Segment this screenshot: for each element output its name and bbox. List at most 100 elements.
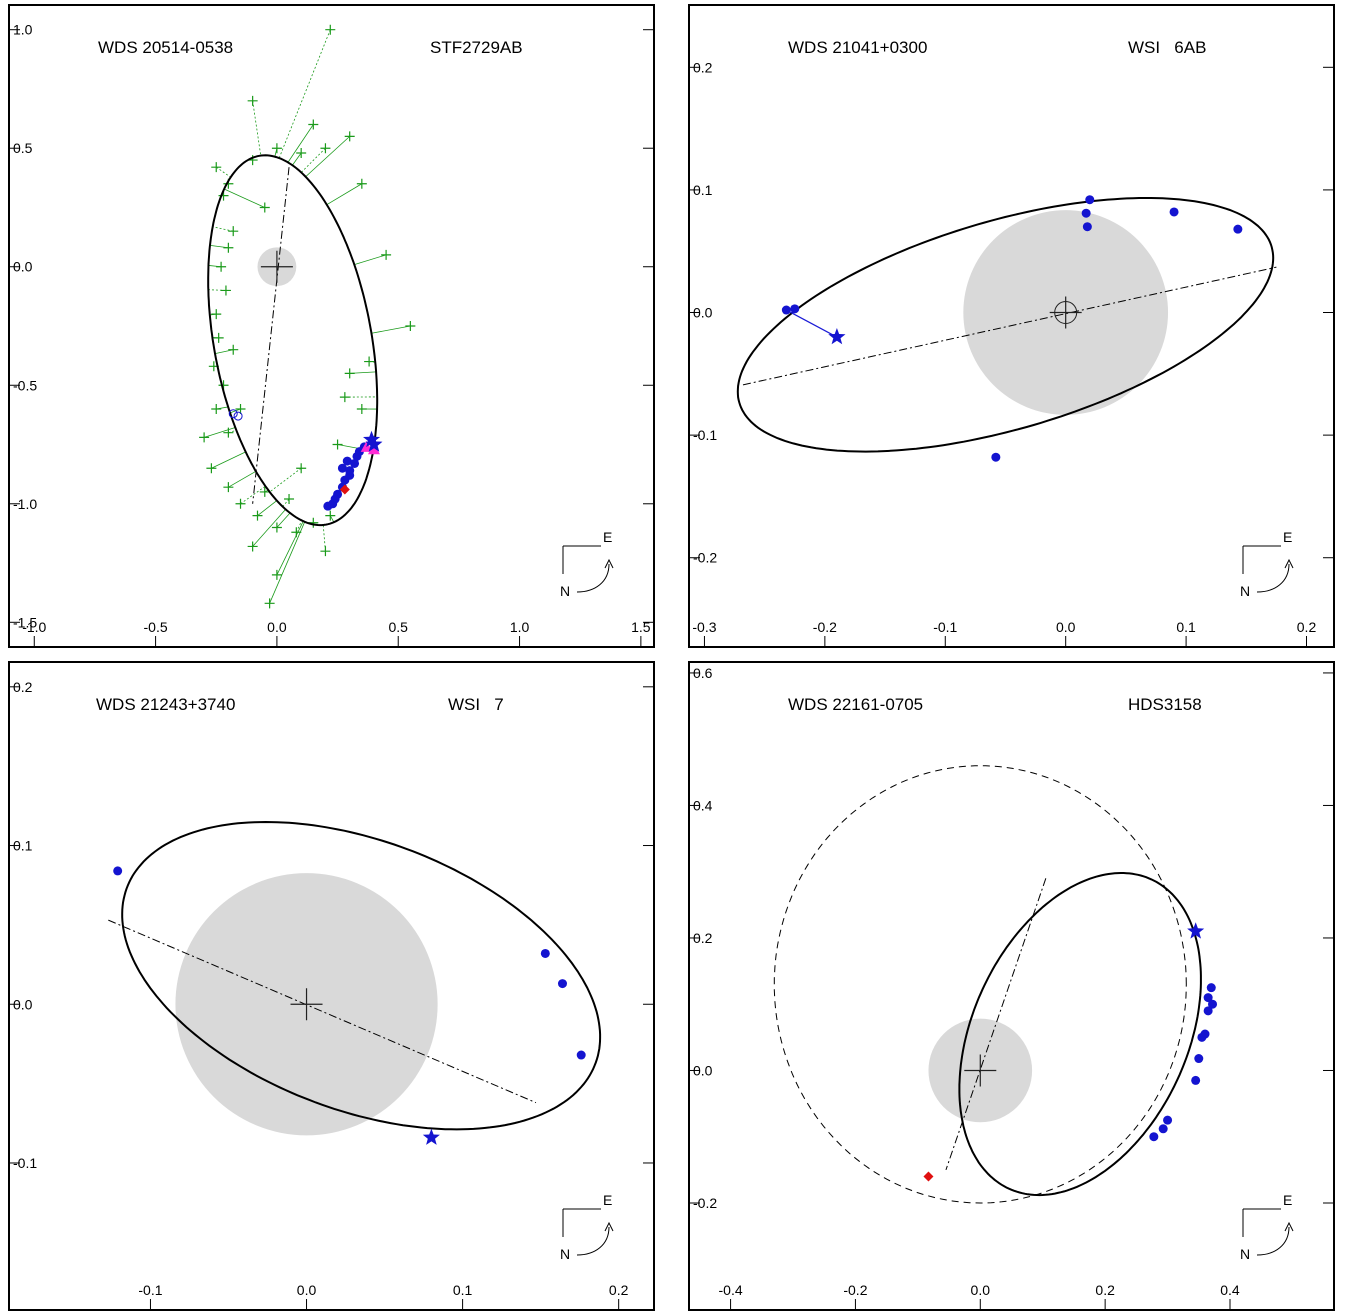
x-tick-label: -0.2 [843, 1282, 867, 1298]
speckle-point [558, 979, 567, 988]
speckle-residual [786, 310, 837, 337]
new-measurement-star [828, 328, 845, 344]
line-of-nodes [253, 167, 289, 504]
y-tick-label: 1.0 [13, 22, 33, 38]
y-tick-label: 0.1 [13, 838, 33, 854]
y-tick-label: 0.0 [13, 996, 33, 1012]
micrometer-point [206, 463, 216, 473]
micrometer-residual [211, 452, 245, 468]
micrometer-residual [279, 30, 330, 158]
micrometer-residual [216, 167, 230, 177]
micrometer-point [333, 440, 343, 450]
micrometer-point [381, 250, 391, 260]
compass-arc [577, 1227, 609, 1255]
compass-north-label: N [1240, 583, 1250, 599]
y-tick-label: -1.0 [13, 496, 37, 512]
y-tick-label: -0.2 [693, 550, 717, 566]
x-tick-label: 0.2 [1297, 619, 1317, 635]
x-tick-label: 0.2 [1095, 1282, 1115, 1298]
compass-arc [1257, 564, 1289, 592]
x-tick-label: 0.2 [609, 1282, 629, 1298]
micrometer-residual [354, 255, 386, 265]
speckle-point [1170, 207, 1179, 216]
micrometer-point [325, 25, 335, 35]
x-tick-label: 1.0 [510, 619, 530, 635]
speckle-point [991, 453, 1000, 462]
micrometer-point [345, 368, 355, 378]
star-name: WSI 7 [448, 695, 504, 715]
compass-east-label: E [603, 1192, 612, 1208]
micrometer-residual [224, 189, 265, 207]
micrometer-point [357, 179, 367, 189]
compass: EN [560, 529, 613, 599]
micrometer-residual [306, 136, 350, 176]
star-name: WSI 6AB [1128, 38, 1206, 58]
micrometer-point [216, 262, 226, 272]
compass: EN [1240, 529, 1293, 599]
y-tick-label: 0.0 [13, 259, 33, 275]
compass: EN [560, 1192, 613, 1262]
micrometer-residual [277, 513, 290, 527]
micrometer-residual [283, 499, 289, 507]
compass-north-label: N [560, 1246, 570, 1262]
compass: EN [1240, 1192, 1293, 1262]
compass-axes [563, 546, 601, 574]
micrometer-residual [277, 521, 303, 575]
micrometer-point [296, 463, 306, 473]
micrometer-residual [301, 148, 325, 172]
micrometer-point [325, 511, 335, 521]
micrometer-point [211, 404, 221, 414]
micrometer-point [214, 333, 224, 343]
y-tick-label: 0.4 [693, 797, 713, 813]
compass-arc [1257, 1227, 1289, 1255]
x-tick-label: 0.0 [1056, 619, 1076, 635]
micrometer-point [221, 285, 231, 295]
micrometer-point [272, 143, 282, 153]
micrometer-point [223, 428, 233, 438]
micrometer-residual [253, 101, 261, 156]
x-tick-label: 0.1 [453, 1282, 473, 1298]
speckle-point [790, 304, 799, 313]
speckle-point [1149, 1132, 1158, 1141]
micrometer-residual [241, 486, 266, 504]
speckle-point [1082, 209, 1091, 218]
micrometer-point [308, 120, 318, 130]
y-tick-label: 0.2 [13, 679, 33, 695]
x-tick-label: -0.3 [692, 619, 716, 635]
micrometer-point [228, 345, 238, 355]
compass-east-label: E [603, 529, 612, 545]
speckle-point [1163, 1116, 1172, 1125]
micrometer-point [228, 226, 238, 236]
y-tick-label: 0.0 [693, 305, 713, 321]
speckle-point [1194, 1054, 1203, 1063]
speckle-point [345, 466, 354, 475]
micrometer-point [320, 546, 330, 556]
compass-north-label: N [1240, 1246, 1250, 1262]
new-measurement-star [423, 1129, 440, 1145]
x-tick-label: 0.0 [267, 619, 287, 635]
speckle-point [541, 949, 550, 958]
y-tick-label: 0.1 [693, 182, 713, 198]
y-tick-label: 0.5 [13, 140, 33, 156]
speckle-point [331, 495, 340, 504]
y-tick-label: -0.1 [13, 1155, 37, 1171]
prior-orbit [774, 766, 1186, 1203]
micrometer-point [340, 392, 350, 402]
speckle-point [1159, 1124, 1168, 1133]
compass-axes [1243, 1209, 1281, 1237]
micrometer-point [364, 357, 374, 367]
star-name: STF2729AB [430, 38, 523, 58]
speckle-point [1191, 1076, 1200, 1085]
x-tick-label: 0.1 [1176, 619, 1196, 635]
micrometer-point [260, 202, 270, 212]
micrometer-residual [257, 501, 276, 516]
x-tick-label: 0.5 [388, 619, 408, 635]
micrometer-point [236, 499, 246, 509]
open-circle-point [234, 412, 242, 420]
x-tick-label: -0.4 [719, 1282, 743, 1298]
